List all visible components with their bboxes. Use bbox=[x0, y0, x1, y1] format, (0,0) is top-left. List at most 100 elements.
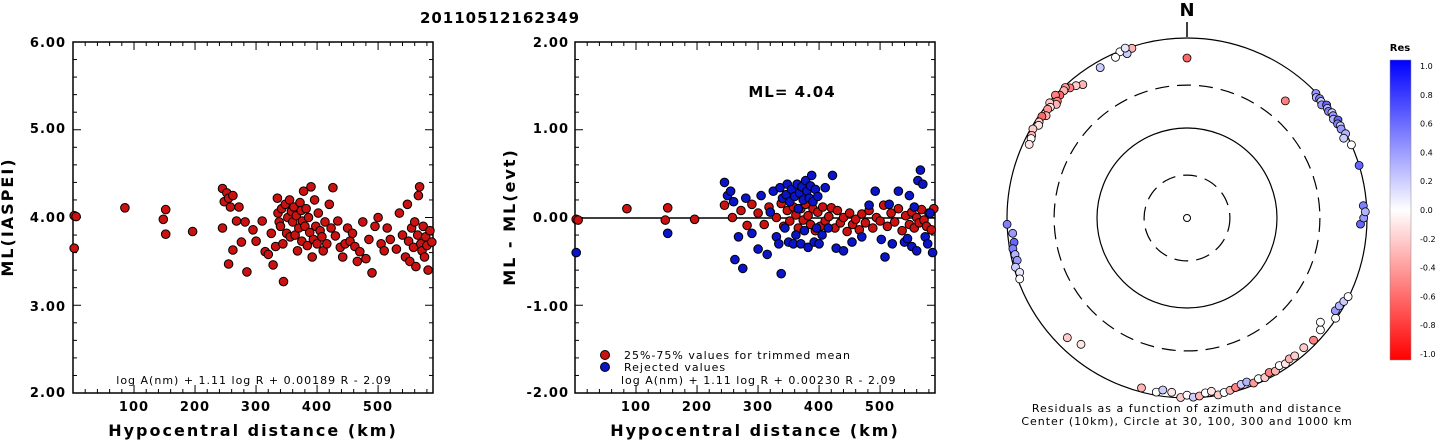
data-point bbox=[882, 221, 893, 232]
residual-point bbox=[1137, 383, 1146, 393]
left-plot: 2.00 3.00 4.00 5.00 6.00 100 200 300 400… bbox=[0, 36, 437, 440]
data-point bbox=[925, 208, 935, 218]
data-point bbox=[423, 265, 433, 275]
data-point bbox=[385, 234, 396, 245]
left-y-tick-label: 4.00 bbox=[30, 211, 66, 226]
colorbar-tick-label: -0.8 bbox=[1420, 321, 1436, 330]
left-x-tick-label: 200 bbox=[180, 400, 210, 415]
data-point bbox=[313, 208, 324, 218]
distance-ring bbox=[1053, 84, 1321, 352]
data-point bbox=[307, 252, 318, 262]
middle-x-tick-label: 300 bbox=[743, 400, 773, 415]
data-point bbox=[844, 208, 855, 218]
middle-plot: -2.00 -1.00 0.00 1.00 2.00 100 200 300 4… bbox=[500, 36, 939, 440]
data-point bbox=[780, 223, 790, 233]
residual-point bbox=[1158, 385, 1168, 395]
data-point bbox=[762, 249, 773, 260]
data-point bbox=[850, 214, 861, 225]
data-point bbox=[911, 246, 922, 256]
data-point bbox=[320, 217, 330, 227]
data-point bbox=[419, 252, 430, 262]
residual-point bbox=[1120, 43, 1130, 53]
data-point bbox=[355, 246, 365, 257]
data-point bbox=[298, 186, 309, 196]
residual-point bbox=[1280, 96, 1290, 106]
left-data-points bbox=[69, 182, 437, 287]
figure-title: 20110512162349 bbox=[420, 9, 580, 27]
data-point bbox=[268, 260, 278, 270]
data-point bbox=[370, 221, 380, 232]
data-point bbox=[774, 239, 784, 249]
data-point bbox=[880, 252, 890, 262]
residual-point bbox=[1167, 387, 1177, 397]
data-point bbox=[915, 165, 926, 175]
data-point bbox=[689, 214, 700, 225]
residual-point bbox=[1343, 292, 1353, 302]
data-point bbox=[811, 223, 822, 233]
center-marker bbox=[1183, 214, 1191, 222]
residual-point bbox=[1347, 140, 1356, 150]
data-point bbox=[120, 203, 130, 213]
data-point bbox=[160, 229, 171, 239]
data-point bbox=[886, 208, 896, 218]
data-point bbox=[662, 228, 673, 239]
data-point bbox=[803, 210, 813, 221]
data-point bbox=[257, 216, 268, 226]
data-point bbox=[412, 230, 423, 240]
data-point bbox=[864, 200, 874, 210]
data-point bbox=[302, 240, 313, 251]
data-point bbox=[765, 207, 776, 217]
left-y-tick-label: 5.00 bbox=[30, 122, 66, 137]
data-point bbox=[662, 203, 673, 213]
middle-y-axis-label: ML - ML(evt) bbox=[500, 148, 519, 286]
polar-caption-line2: Center (10km), Circle at 30, 100, 300 an… bbox=[1021, 415, 1352, 428]
data-point bbox=[817, 202, 828, 212]
data-point bbox=[409, 217, 420, 227]
residual-point bbox=[1076, 339, 1086, 349]
data-point bbox=[324, 199, 335, 210]
data-point bbox=[728, 196, 739, 207]
colorbar-tick-label: -0.2 bbox=[1420, 235, 1436, 244]
data-point bbox=[187, 226, 198, 237]
data-point bbox=[278, 276, 289, 287]
data-point bbox=[263, 249, 274, 260]
data-point bbox=[158, 214, 169, 225]
residual-point bbox=[1182, 53, 1192, 63]
data-point bbox=[824, 211, 834, 222]
residual-point bbox=[1002, 219, 1012, 229]
legend-accepted-label: 25%-75% values for trimmed mean bbox=[624, 349, 851, 362]
residual-point bbox=[1331, 313, 1340, 323]
data-point bbox=[352, 256, 363, 267]
data-point bbox=[379, 246, 390, 256]
residual-point bbox=[1309, 335, 1318, 345]
data-point bbox=[236, 237, 247, 247]
data-point bbox=[927, 247, 938, 258]
data-point bbox=[418, 221, 429, 232]
data-point bbox=[827, 170, 838, 181]
data-point bbox=[328, 182, 338, 193]
left-formula: log A(nm) + 1.11 log R + 0.00189 R - 2.0… bbox=[116, 374, 391, 387]
residual-point bbox=[1316, 317, 1325, 327]
middle-formula: log A(nm) + 1.11 log R + 0.00230 R - 2.0… bbox=[621, 374, 896, 387]
middle-x-tick-label: 500 bbox=[865, 400, 895, 415]
middle-y-tick-label: -1.00 bbox=[527, 300, 569, 315]
middle-y-tick-label: -2.00 bbox=[527, 386, 569, 401]
middle-y-tick-label: 1.00 bbox=[533, 122, 569, 137]
middle-x-tick-label: 400 bbox=[804, 400, 834, 415]
data-point bbox=[382, 223, 393, 233]
data-point bbox=[733, 232, 744, 242]
middle-y-tick-label: 2.00 bbox=[533, 36, 569, 51]
data-point bbox=[887, 239, 898, 249]
data-point bbox=[266, 228, 277, 239]
middle-y-tick-label: 0.00 bbox=[533, 211, 569, 226]
data-point bbox=[364, 234, 374, 245]
left-y-tick-label: 2.00 bbox=[30, 386, 66, 401]
data-point bbox=[358, 217, 368, 227]
data-point bbox=[228, 190, 238, 201]
data-point bbox=[909, 202, 920, 212]
data-point bbox=[742, 220, 752, 231]
north-label: N bbox=[1179, 0, 1194, 21]
colorbar-title: Res bbox=[1390, 43, 1410, 54]
left-x-tick-label: 400 bbox=[302, 400, 332, 415]
